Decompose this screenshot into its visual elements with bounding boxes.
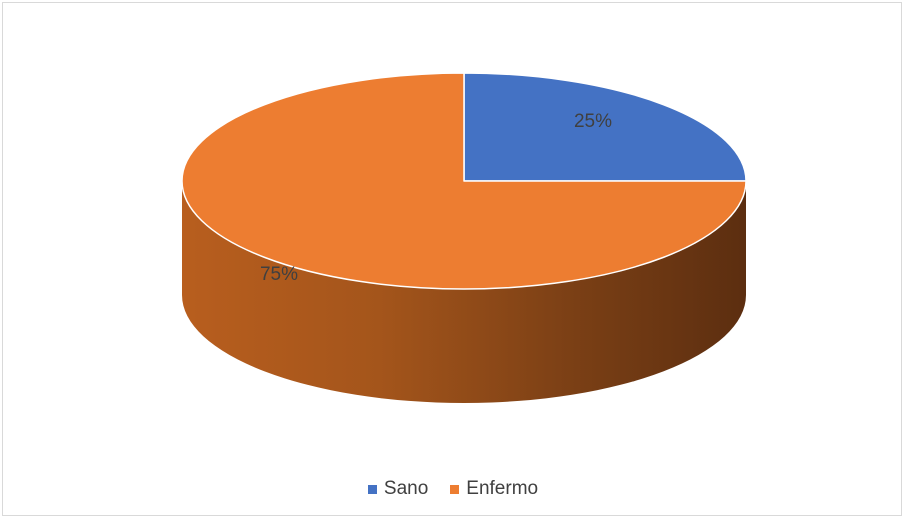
- legend-label-enfermo: Enfermo: [466, 478, 539, 499]
- legend-label-sano: Sano: [383, 478, 429, 499]
- pie-slice-sano: [463, 72, 747, 182]
- legend: Sano Enfermo: [0, 478, 906, 500]
- legend-swatch-sano: [367, 484, 377, 494]
- data-label-sano: 25%: [574, 111, 612, 132]
- pie-slice-enfermo: [181, 72, 747, 290]
- data-label-enfermo: 75%: [260, 264, 298, 285]
- legend-item-enfermo: Enfermo: [450, 478, 538, 500]
- legend-swatch-enfermo: [450, 484, 460, 494]
- pie-side-wall: [182, 181, 746, 403]
- legend-item-sano: Sano: [367, 478, 429, 500]
